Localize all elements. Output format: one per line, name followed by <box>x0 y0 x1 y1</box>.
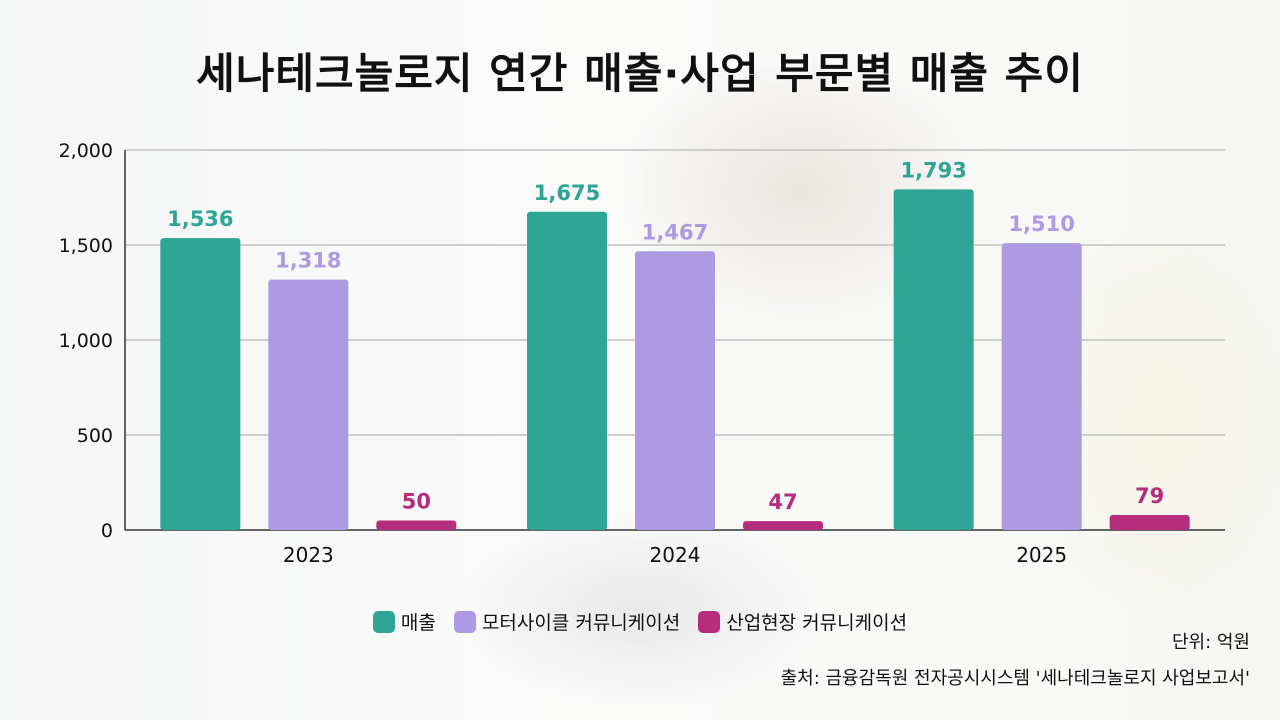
legend-swatch-sales <box>372 610 395 633</box>
data-label: 50 <box>402 490 431 514</box>
legend-item-industrial: 산업현장 커뮤니케이션 <box>698 608 907 635</box>
legend-item-sales: 매출 <box>372 608 436 635</box>
bar <box>376 520 457 530</box>
y-tick-label: 500 <box>77 425 113 447</box>
bar <box>160 238 241 530</box>
legend-swatch-motorcycle <box>453 610 476 633</box>
bar <box>1109 514 1190 530</box>
x-tick-label: 2025 <box>1016 543 1067 567</box>
data-label: 1,675 <box>534 181 600 205</box>
source-note: 출처: 금융감독원 전자공시시스템 '세나테크놀로지 사업보고서' <box>780 668 1250 689</box>
data-label: 79 <box>1135 484 1164 508</box>
x-tick-label: 2023 <box>283 543 334 567</box>
unit-note: 단위: 억원 <box>1171 632 1250 653</box>
legend-label-motorcycle: 모터사이클 커뮤니케이션 <box>481 612 681 634</box>
bar <box>635 251 715 530</box>
legend-item-motorcycle: 모터사이클 커뮤니케이션 <box>453 608 681 635</box>
bar <box>893 189 974 530</box>
chart-title: 세나테크놀로지 연간 매출·사업 부문별 매출 추이 <box>196 49 1084 98</box>
y-tick-label: 1,500 <box>59 235 113 257</box>
legend-swatch-industrial <box>698 610 721 633</box>
legend: 매출 모터사이클 커뮤니케이션 산업현장 커뮤니케이션 <box>0 608 1280 635</box>
x-tick-label: 2024 <box>650 543 701 567</box>
bar <box>268 279 349 530</box>
legend-label-industrial: 산업현장 커뮤니케이션 <box>726 612 908 634</box>
data-label: 1,536 <box>167 207 233 231</box>
y-tick-label: 0 <box>101 520 113 542</box>
legend-label-sales: 매출 <box>400 612 436 634</box>
y-tick-label: 2,000 <box>59 140 113 162</box>
data-label: 1,793 <box>900 158 966 182</box>
data-label: 1,467 <box>642 220 708 244</box>
data-label: 47 <box>768 490 797 514</box>
bar <box>527 211 607 530</box>
data-label: 1,510 <box>1008 212 1074 236</box>
y-tick-label: 1,000 <box>59 330 113 352</box>
bar <box>743 521 823 530</box>
data-label: 1,318 <box>275 249 341 273</box>
bar <box>1001 243 1082 530</box>
